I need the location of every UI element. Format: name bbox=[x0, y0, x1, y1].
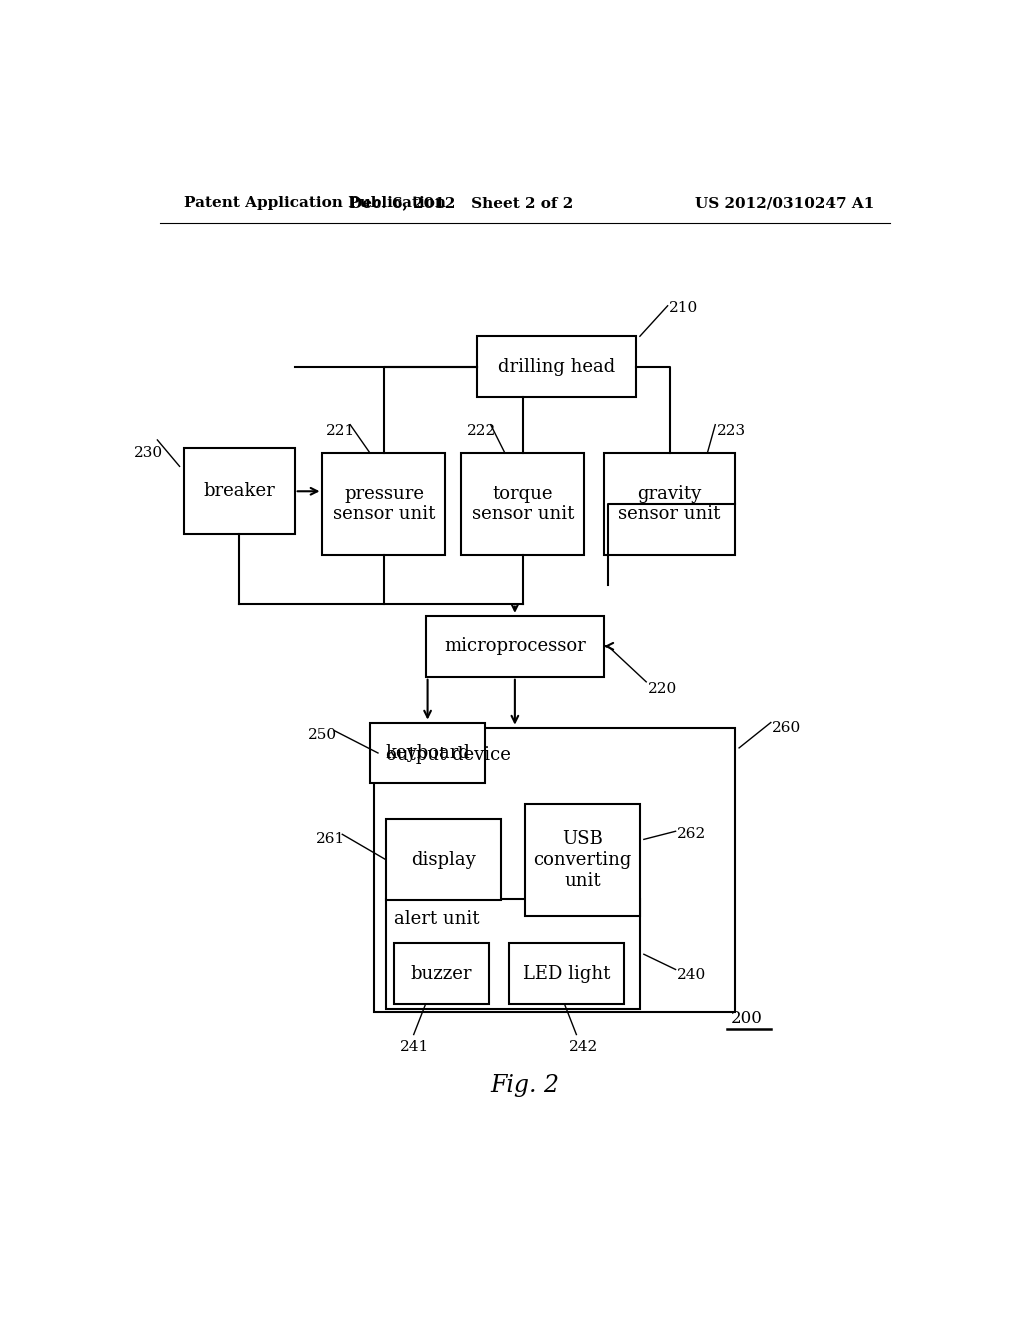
FancyBboxPatch shape bbox=[509, 942, 624, 1005]
Text: breaker: breaker bbox=[203, 482, 275, 500]
Text: 221: 221 bbox=[327, 424, 355, 438]
FancyBboxPatch shape bbox=[386, 899, 640, 1008]
Text: Fig. 2: Fig. 2 bbox=[490, 1074, 559, 1097]
Text: 261: 261 bbox=[316, 833, 345, 846]
FancyBboxPatch shape bbox=[323, 453, 445, 554]
Text: 222: 222 bbox=[467, 424, 496, 438]
Text: alert unit: alert unit bbox=[394, 909, 479, 928]
FancyBboxPatch shape bbox=[477, 337, 636, 397]
Text: 250: 250 bbox=[308, 727, 337, 742]
Text: 241: 241 bbox=[400, 1040, 429, 1053]
Text: 210: 210 bbox=[670, 301, 698, 314]
FancyBboxPatch shape bbox=[604, 453, 735, 554]
Text: torque
sensor unit: torque sensor unit bbox=[472, 484, 574, 523]
FancyBboxPatch shape bbox=[370, 722, 485, 784]
Text: 220: 220 bbox=[648, 682, 677, 696]
Text: US 2012/0310247 A1: US 2012/0310247 A1 bbox=[694, 197, 873, 210]
Text: pressure
sensor unit: pressure sensor unit bbox=[333, 484, 435, 523]
Text: 260: 260 bbox=[772, 721, 802, 735]
Text: 262: 262 bbox=[677, 828, 707, 841]
FancyBboxPatch shape bbox=[524, 804, 640, 916]
Text: output device: output device bbox=[386, 746, 511, 764]
Text: 223: 223 bbox=[717, 424, 745, 438]
FancyBboxPatch shape bbox=[426, 615, 604, 677]
Text: buzzer: buzzer bbox=[411, 965, 472, 982]
Text: 200: 200 bbox=[731, 1010, 763, 1027]
FancyBboxPatch shape bbox=[394, 942, 489, 1005]
Text: drilling head: drilling head bbox=[498, 358, 615, 376]
Text: keyboard: keyboard bbox=[385, 744, 470, 762]
Text: 240: 240 bbox=[677, 968, 707, 982]
Text: microprocessor: microprocessor bbox=[444, 638, 586, 655]
Text: Patent Application Publication: Patent Application Publication bbox=[183, 197, 445, 210]
FancyBboxPatch shape bbox=[374, 727, 735, 1012]
Text: LED light: LED light bbox=[523, 965, 610, 982]
Text: 230: 230 bbox=[133, 446, 163, 461]
Text: gravity
sensor unit: gravity sensor unit bbox=[618, 484, 721, 523]
Text: USB
converting
unit: USB converting unit bbox=[534, 830, 632, 890]
Text: Dec. 6, 2012   Sheet 2 of 2: Dec. 6, 2012 Sheet 2 of 2 bbox=[349, 197, 573, 210]
Text: 242: 242 bbox=[568, 1040, 598, 1053]
FancyBboxPatch shape bbox=[461, 453, 585, 554]
FancyBboxPatch shape bbox=[183, 447, 295, 535]
Text: display: display bbox=[411, 850, 476, 869]
FancyBboxPatch shape bbox=[386, 818, 501, 900]
